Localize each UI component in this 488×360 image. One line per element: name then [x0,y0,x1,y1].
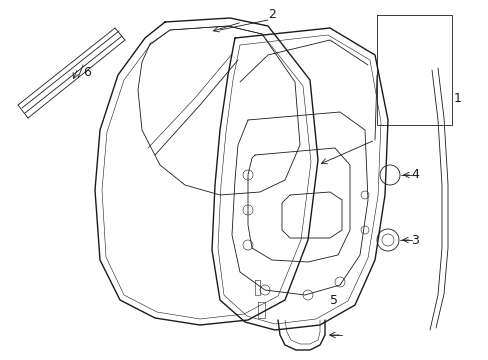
Text: 5: 5 [329,293,337,306]
Text: 6: 6 [83,66,91,78]
Text: 3: 3 [410,234,418,247]
Text: 2: 2 [267,8,275,21]
Text: 4: 4 [410,168,418,181]
Text: 1: 1 [453,91,461,104]
